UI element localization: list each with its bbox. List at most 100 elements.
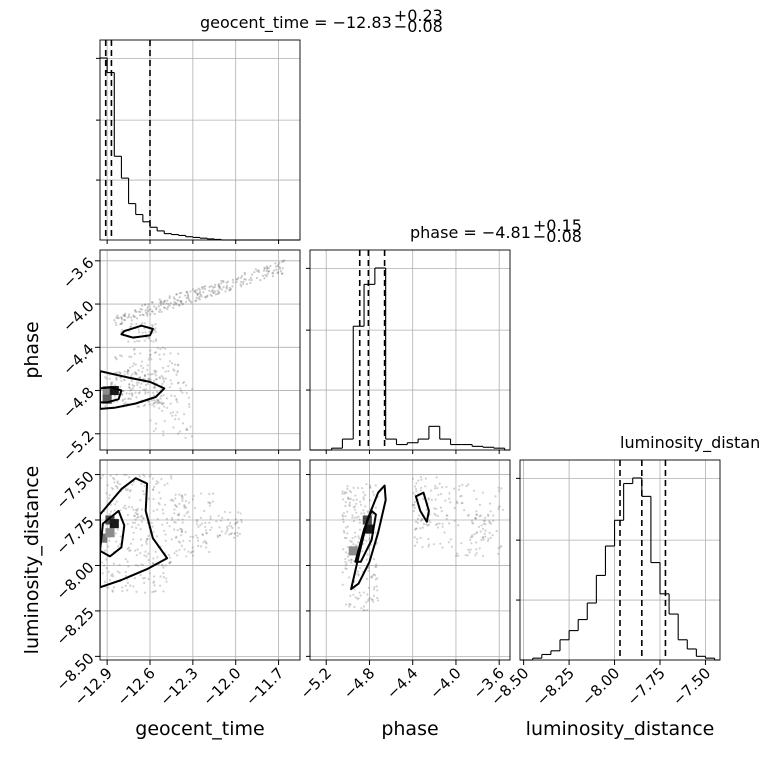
scatter-point (437, 493, 440, 496)
scatter-point (356, 597, 359, 600)
scatter-band-point (236, 278, 239, 281)
scatter-point (123, 373, 126, 376)
scatter-point (165, 517, 169, 520)
scatter-point (153, 369, 156, 372)
scatter-point (372, 573, 376, 576)
scatter-band-point (232, 281, 235, 284)
scatter-band-point (271, 275, 274, 278)
scatter-point (225, 529, 228, 533)
scatter-point (358, 566, 362, 570)
scatter-point (466, 514, 470, 517)
scatter-point (432, 543, 435, 546)
scatter-point (497, 552, 500, 555)
scatter-point (155, 370, 158, 373)
scatter-point (178, 548, 181, 552)
scatter-point (141, 370, 144, 374)
hist-frame-phase (309, 249, 511, 451)
scatter-band-point (178, 303, 181, 307)
scatter-point (413, 500, 417, 504)
scatter-point (354, 505, 357, 508)
scatter-point (121, 398, 124, 401)
scatter-point (154, 327, 157, 330)
scatter-band-point (123, 314, 126, 317)
scatter-band-point (172, 306, 175, 309)
scatter-point (152, 402, 155, 405)
scatter-point (427, 498, 430, 501)
scatter-point (155, 401, 158, 404)
scatter-point (170, 516, 174, 520)
scatter-point (348, 501, 351, 504)
scatter-point (445, 514, 448, 517)
scatter-point (111, 575, 115, 578)
scatter-band-point (276, 271, 279, 275)
scatter-point (168, 561, 171, 565)
yaxis-label-luminosity_distance: luminosity_distance (21, 466, 43, 655)
scatter-point (466, 554, 469, 557)
scatter-point (154, 400, 157, 403)
ytick-label-luminosity_distance-3: −7.75 (52, 513, 97, 558)
scatter-point (175, 550, 178, 553)
scatter-point (191, 546, 194, 549)
scatter-point (148, 377, 151, 381)
scatter-point (130, 392, 133, 395)
contour-0-0 (100, 370, 166, 410)
scatter-point (499, 546, 502, 549)
title-sup-geocent_time: +0.23 (394, 6, 443, 25)
scatter-point (177, 512, 180, 515)
scatter-point (348, 504, 351, 507)
scatter-point (131, 365, 134, 368)
scatter-point (473, 533, 476, 536)
scatter-point (121, 399, 124, 402)
scatter-point (166, 482, 169, 485)
scatter-point (376, 589, 379, 592)
scatter-point (171, 518, 174, 521)
scatter-point (129, 325, 132, 329)
scatter-point (500, 544, 503, 548)
scatter-band-point (210, 290, 213, 293)
ytick-label-phase-2: −4.4 (59, 340, 97, 378)
scatter-point (365, 482, 368, 486)
scatter-point (129, 397, 132, 401)
scatter-point (422, 497, 425, 501)
scatter-point (376, 577, 379, 580)
scatter-point (130, 388, 133, 391)
scatter-point (128, 392, 131, 395)
scatter-point (465, 484, 468, 488)
scatter-point (184, 436, 187, 439)
scatter-point (350, 558, 353, 561)
scatter-point (174, 536, 177, 539)
scatter-point (156, 346, 160, 350)
scatter-band-point (204, 285, 207, 288)
scatter-point (472, 522, 475, 525)
scatter-point (350, 540, 353, 543)
scatter-point (341, 492, 344, 495)
scatter-point (210, 526, 213, 529)
scatter-band-point (139, 307, 142, 311)
scatter-point (427, 538, 430, 541)
scatter-point (113, 394, 117, 398)
scatter-point (475, 513, 478, 516)
scatter-band-point (116, 314, 119, 317)
scatter-point (161, 402, 164, 406)
scatter-point (162, 512, 165, 515)
scatter-point (434, 523, 438, 526)
scatter-point (134, 371, 138, 374)
scatter-point (118, 372, 122, 375)
scatter-band-point (217, 292, 220, 295)
scatter-point (369, 484, 372, 487)
scatter-band-point (151, 301, 154, 304)
scatter-point (174, 414, 177, 417)
scatter-band-point (225, 281, 228, 284)
scatter-point (177, 514, 181, 517)
scatter-band-point (281, 260, 284, 264)
scatter-point (346, 510, 349, 513)
scatter-band-point (146, 314, 149, 317)
scatter-point (110, 381, 114, 384)
scatter-point (229, 532, 233, 536)
scatter-point (154, 338, 158, 341)
scatter-point (143, 374, 147, 378)
scatter-point (164, 370, 167, 373)
scatter-point (127, 369, 130, 372)
scatter-point (132, 585, 135, 588)
scatter-point (158, 503, 161, 506)
